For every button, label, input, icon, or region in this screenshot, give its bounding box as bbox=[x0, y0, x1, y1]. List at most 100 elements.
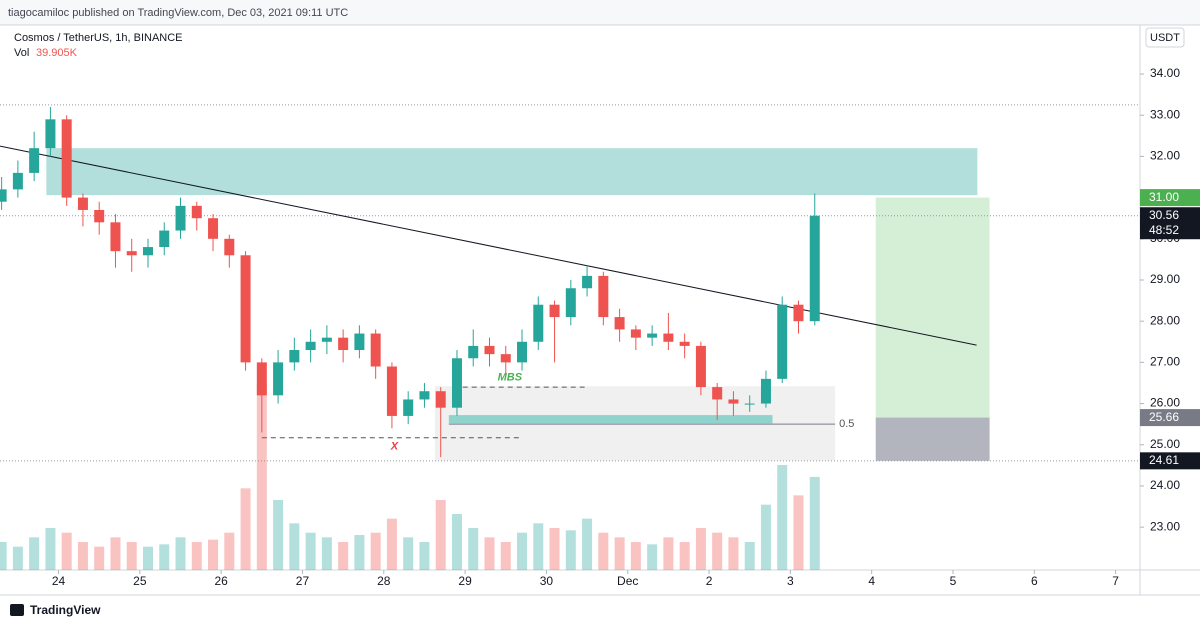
volume-bar bbox=[728, 537, 739, 570]
candle-body bbox=[695, 345, 706, 388]
candle-body bbox=[614, 317, 625, 330]
volume-bar bbox=[500, 542, 511, 570]
candle-body bbox=[760, 378, 771, 404]
candle-body bbox=[29, 148, 40, 173]
volume-bar bbox=[582, 518, 593, 570]
volume-bar bbox=[777, 465, 788, 570]
y-tick-label: 27.00 bbox=[1150, 355, 1180, 369]
candle-body bbox=[0, 189, 7, 202]
volume-bar bbox=[386, 518, 397, 570]
volume-bar bbox=[712, 532, 723, 570]
volume-name: Vol bbox=[14, 47, 29, 59]
currency: USDT bbox=[1150, 32, 1180, 44]
candle-body bbox=[142, 247, 153, 256]
y-tick-label: 33.00 bbox=[1150, 107, 1180, 121]
volume-bar bbox=[273, 500, 284, 570]
volume-bar bbox=[321, 537, 332, 570]
volume-bar bbox=[77, 542, 88, 570]
target-zone bbox=[875, 197, 990, 418]
x-tick-label: 26 bbox=[214, 574, 228, 588]
volume-bar bbox=[159, 544, 170, 570]
price-tag bbox=[1140, 207, 1200, 240]
candle-body bbox=[419, 391, 430, 400]
stop-zone bbox=[875, 417, 990, 461]
candle-body bbox=[273, 362, 284, 396]
price-tag-label: 31.00 bbox=[1149, 190, 1179, 204]
y-tick-label: 29.00 bbox=[1150, 272, 1180, 286]
y-tick-label: 28.00 bbox=[1150, 313, 1180, 327]
y-tick-label: 24.00 bbox=[1150, 478, 1180, 492]
volume-bar bbox=[614, 537, 625, 570]
chart-title: Cosmos / TetherUS, 1h, BINANCE bbox=[14, 32, 183, 44]
volume-bar bbox=[12, 546, 23, 570]
candle-body bbox=[744, 403, 755, 405]
volume-bar bbox=[224, 532, 235, 570]
candle-body bbox=[45, 119, 56, 149]
candle-body bbox=[565, 288, 576, 318]
y-tick-label: 25.00 bbox=[1150, 437, 1180, 451]
volume-bar bbox=[142, 546, 153, 570]
price-tag-label: 25.66 bbox=[1149, 410, 1179, 424]
candle-body bbox=[630, 329, 641, 338]
candle-body bbox=[338, 337, 349, 351]
countdown: 48:52 bbox=[1149, 223, 1179, 237]
candle-body bbox=[61, 119, 72, 198]
volume-bar bbox=[126, 542, 137, 570]
candle-body bbox=[403, 399, 414, 416]
x-tick-label: 6 bbox=[1031, 574, 1038, 588]
candle-body bbox=[663, 333, 674, 342]
x-tick-label: 30 bbox=[540, 574, 554, 588]
candle-body bbox=[126, 251, 137, 256]
candle-body bbox=[468, 345, 479, 359]
candle-body bbox=[793, 304, 804, 322]
zone bbox=[46, 148, 978, 196]
x-tick-label: 24 bbox=[52, 574, 66, 588]
volume-bar bbox=[0, 542, 7, 570]
volume-bar bbox=[630, 542, 641, 570]
x-tick-label: 4 bbox=[868, 574, 875, 588]
publisher-text: tiagocamiloc published on TradingView.co… bbox=[8, 7, 348, 19]
candle-body bbox=[386, 366, 397, 416]
volume-bar bbox=[208, 539, 219, 570]
volume-bar bbox=[598, 532, 609, 570]
volume-bar bbox=[354, 535, 365, 570]
candle-body bbox=[175, 205, 186, 231]
x-tick-label: 28 bbox=[377, 574, 391, 588]
volume-bar bbox=[110, 537, 121, 570]
candle-body bbox=[110, 222, 121, 252]
volume-bar bbox=[484, 537, 495, 570]
y-tick-label: 32.00 bbox=[1150, 149, 1180, 163]
candle-body bbox=[647, 333, 658, 338]
volume-bar bbox=[647, 544, 658, 570]
candle-body bbox=[370, 333, 381, 367]
volume-bar bbox=[403, 537, 414, 570]
volume-bar bbox=[191, 542, 202, 570]
volume-bar bbox=[451, 514, 462, 570]
candle-body bbox=[549, 304, 560, 318]
candle-body bbox=[159, 230, 170, 248]
volume-bar bbox=[305, 532, 316, 570]
candle-body bbox=[12, 172, 23, 190]
volume-bar bbox=[468, 528, 479, 570]
volume-bar bbox=[679, 542, 690, 570]
price-tag-label: 24.61 bbox=[1149, 453, 1179, 467]
candle-body bbox=[94, 209, 105, 223]
volume-bar bbox=[61, 532, 72, 570]
volume-bar bbox=[695, 528, 706, 570]
annotation: X bbox=[390, 441, 399, 453]
volume-bar bbox=[338, 542, 349, 570]
price-tag bbox=[1140, 189, 1200, 207]
candle-body bbox=[305, 341, 316, 351]
candle-body bbox=[289, 350, 300, 363]
zone bbox=[448, 415, 773, 424]
candle-body bbox=[224, 238, 235, 256]
volume-bar bbox=[419, 542, 430, 570]
candle-body bbox=[77, 197, 88, 210]
volume-bar bbox=[517, 532, 528, 570]
volume-bar bbox=[549, 528, 560, 570]
price-tag bbox=[1140, 452, 1200, 470]
y-tick-label: 34.00 bbox=[1150, 66, 1180, 80]
candle-body bbox=[191, 205, 202, 219]
candle-body bbox=[354, 333, 365, 351]
candle-body bbox=[451, 358, 462, 408]
